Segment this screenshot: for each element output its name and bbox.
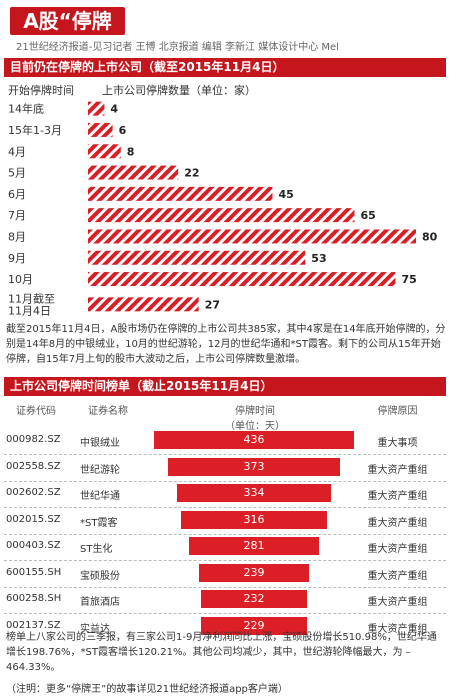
summary-paragraph: 截至2015年11月4日，A股市场仍在停牌的上市公司共385家，其中4家是在14… — [6, 324, 446, 365]
suspension-reason: 重大资产重组 — [367, 517, 428, 529]
table-row: 600155.SH 宝硕股份 239 重大资产重组 — [0, 561, 450, 587]
section1-title: 目前仍在停牌的上市公司（截至2015年11月4日） — [4, 58, 446, 77]
category-label: 6月 — [8, 188, 26, 201]
category-label: 10月 — [8, 273, 33, 286]
suspension-reason: 重大资产重组 — [367, 623, 428, 635]
security-name: ST生化 — [80, 544, 113, 555]
bar — [88, 122, 113, 137]
suspension-reason: 重大资产重组 — [367, 570, 428, 582]
security-code: 600155.SH — [6, 566, 62, 578]
days-bar: 232 — [200, 590, 308, 608]
row-divider — [4, 613, 446, 614]
security-code: 000982.SZ — [6, 434, 61, 445]
suspension-reason: 重大事项 — [377, 438, 418, 449]
table-row: 000982.SZ 中银绒业 436 重大事项 — [0, 428, 450, 454]
bar — [88, 229, 416, 244]
byline: 21世纪经济报道-见习记者 王博 北京报道 编辑 李新江 媒体设计中心 Mel — [16, 42, 339, 53]
category-label: 9月 — [8, 252, 26, 265]
suspension-reason: 重大资产重组 — [367, 597, 428, 608]
col-time-header: 开始停牌时间 — [8, 84, 74, 97]
days-bar: 373 — [168, 457, 340, 476]
table-header-days-label: 停牌时间 — [235, 406, 275, 417]
bar — [88, 297, 199, 312]
value-label: 4 — [110, 103, 118, 116]
value-label: 27 — [205, 298, 220, 311]
days-bar: 436 — [153, 431, 355, 449]
security-code: 600258.SH — [6, 593, 62, 604]
security-name: 首旅酒店 — [80, 597, 120, 608]
value-label: 65 — [361, 209, 376, 222]
category-label: 15年1-3月 — [8, 123, 62, 137]
table-header-reason: 停牌原因 — [377, 406, 418, 417]
table-header-name: 证券名称 — [88, 406, 128, 417]
days-bar: 334 — [177, 484, 331, 502]
col-count-header: 上市公司停牌数量（单位：家） — [102, 84, 256, 97]
table-header-days-unit: （单位：天） — [225, 421, 285, 432]
bar — [88, 208, 355, 223]
category-label: 11月截至 — [8, 291, 55, 305]
bar — [88, 165, 179, 180]
suspension-reason: 重大资产重组 — [367, 544, 428, 555]
category-label: 4月 — [8, 145, 26, 158]
table-row: 002015.SZ *ST霞客 316 重大资产重组 — [0, 508, 450, 534]
table-row: 002602.SZ 世纪华通 334 重大资产重组 — [0, 481, 450, 507]
category-label: 8月 — [8, 230, 26, 243]
suspension-reason: 重大资产重组 — [367, 464, 428, 476]
page-title: A股“停牌王” — [10, 7, 125, 61]
security-code: 002602.SZ — [6, 487, 61, 498]
value-label: 6 — [119, 124, 127, 137]
table-header-days: 停牌时间 （单位：天） — [200, 402, 310, 432]
value-label: 45 — [279, 188, 294, 201]
table-header-code: 证券代码 — [16, 406, 56, 417]
value-label: 22 — [184, 167, 199, 180]
table-row: 000403.SZ ST生化 281 重大资产重组 — [0, 534, 450, 560]
security-name: *ST霞客 — [80, 517, 118, 529]
bar — [88, 272, 396, 287]
category-label: 5月 — [8, 167, 26, 180]
security-name: 中银绒业 — [80, 438, 120, 449]
table-row: 002137.SZ 实益达 229 重大资产重组 — [0, 614, 450, 640]
bar — [88, 144, 121, 159]
row-divider — [4, 507, 446, 508]
security-name: 实益达 — [80, 623, 110, 635]
category-label: 14年底 — [8, 102, 44, 116]
value-label: 53 — [311, 252, 326, 265]
security-code: 002015.SZ — [6, 513, 61, 525]
row-divider — [4, 454, 446, 455]
row-divider — [4, 560, 446, 561]
row-divider — [4, 533, 446, 535]
row-divider — [4, 586, 446, 588]
security-name: 宝硕股份 — [80, 570, 120, 582]
security-code: 000403.SZ — [6, 540, 61, 551]
bar — [88, 250, 306, 265]
bar — [88, 101, 105, 116]
footnote: （注明：更多“停牌王”的故事详见21世纪经济报道app客户端） — [6, 684, 288, 695]
suspension-count-chart: 14年底 4 15年1-3月 6 4月 8 5月 22 6月 45 7月 65 8月 80 9月 53 10月 7… — [8, 101, 438, 317]
suspension-reason: 重大资产重组 — [367, 491, 428, 502]
days-bar: 316 — [181, 510, 327, 529]
days-bar: 229 — [201, 616, 307, 635]
security-name: 世纪华通 — [80, 491, 120, 502]
row-divider — [4, 480, 446, 482]
category-label: 7月 — [8, 209, 26, 222]
days-bar: 281 — [189, 537, 319, 555]
security-name: 世纪游轮 — [80, 464, 120, 476]
value-label: 75 — [402, 273, 417, 286]
table-row: 002558.SZ 世纪游轮 373 重大资产重组 — [0, 455, 450, 481]
security-code: 002137.SZ — [6, 619, 61, 631]
value-label: 80 — [422, 230, 438, 243]
security-code: 002558.SZ — [6, 460, 61, 472]
category-label: 11月4日 — [8, 304, 51, 317]
value-label: 8 — [127, 145, 135, 158]
table-row: 600258.SH 首旅酒店 232 重大资产重组 — [0, 587, 450, 613]
days-bar: 239 — [199, 563, 309, 582]
section2-title: 上市公司停牌时间榜单（截止2015年11月4日） — [4, 377, 446, 396]
analysis-paragraph: 榜单上八家公司的三季报，有三家公司1-9月净利润同比上涨，宝硕股份增长510.9… — [6, 632, 437, 673]
bar — [88, 186, 273, 201]
